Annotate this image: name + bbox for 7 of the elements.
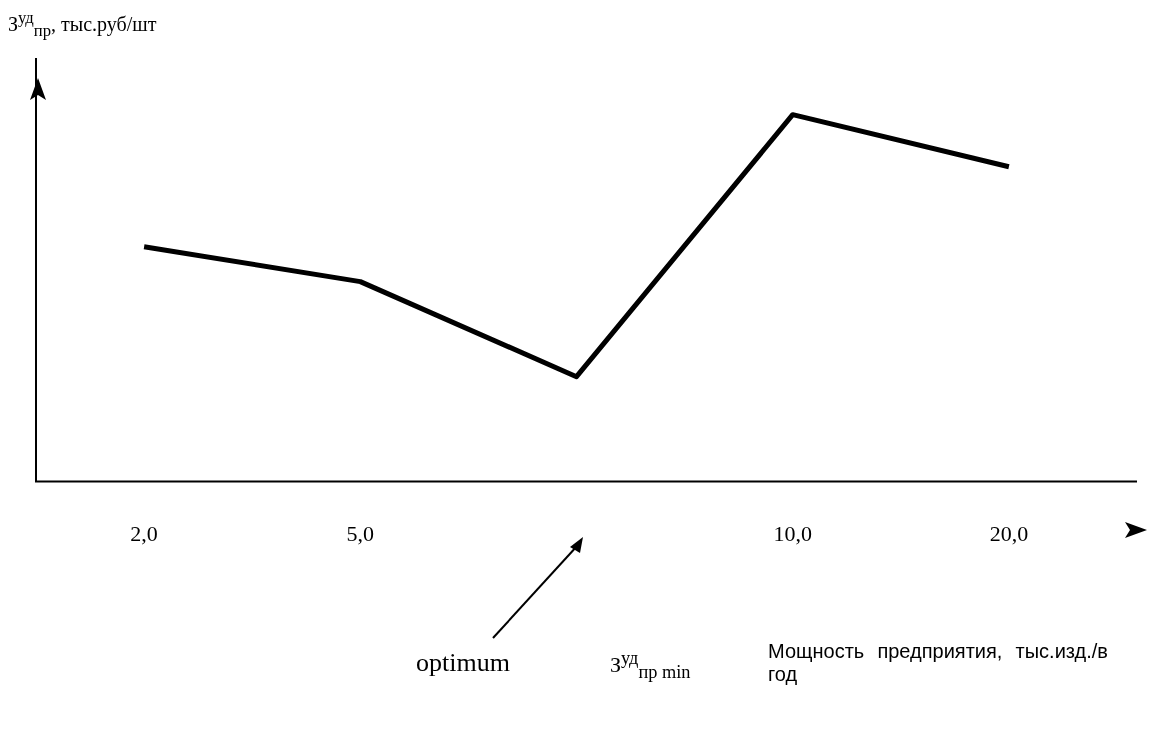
x-tick-label: 10,0 xyxy=(773,520,812,546)
text: optimum xyxy=(416,648,510,678)
x-tick-label: 5,0 xyxy=(346,520,375,546)
y-axis-title: З$^{уд}$$_{пр}$, тыс.руб/шт xyxy=(8,8,157,41)
x-tick-label: 2,0 xyxy=(130,520,158,546)
x-axis-title: Мощность предприятия, тыс.изд./в год xyxy=(768,640,1108,686)
x-tick-label: 20,0 xyxy=(989,520,1029,546)
